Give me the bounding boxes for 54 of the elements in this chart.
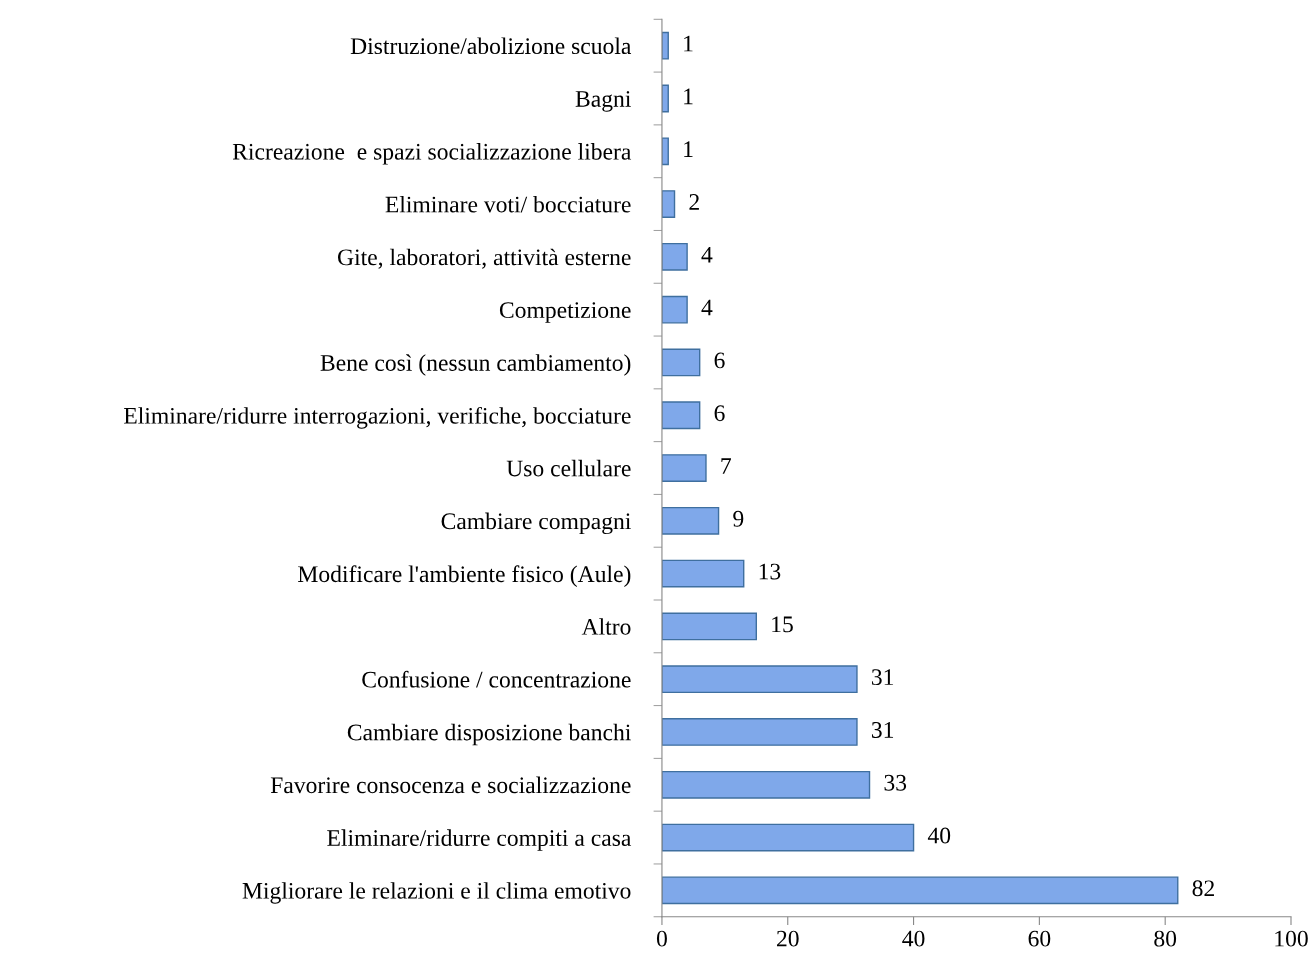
data-label: 9 [733,510,744,527]
x-tick-label: 40 [902,930,925,947]
data-label: 1 [684,141,693,157]
bar [661,823,915,852]
bar [661,612,758,641]
data-label: 1 [684,35,693,52]
y-tick-label: Ricreazione e spazi socializzazione libera [232,143,632,165]
data-label: 6 [714,405,725,422]
data-label: 15 [772,616,793,633]
y-tick-label: Uso cellulare [506,459,631,477]
bar [661,770,871,799]
data-label: 4 [701,299,713,316]
y-tick-label: Confusione / concentrazione [362,670,631,688]
x-tick-label: 80 [1154,930,1177,947]
bar [661,348,701,377]
data-label: 6 [714,352,725,369]
x-tick-label: 0 [656,930,667,947]
x-tick-label: 20 [776,930,799,947]
bar [661,506,720,535]
y-tick-label: Eliminare/ridurre interrogazioni, verifiche, bocciature [124,406,631,429]
y-tick-label: Gite, laboratori, attività esterne [337,248,631,269]
data-label: 82 [1192,880,1214,897]
data-label: 1 [684,88,693,105]
data-label: 7 [721,458,731,474]
data-label: 13 [759,563,781,580]
bar [661,665,858,694]
data-label: 40 [927,827,951,844]
bar [661,559,745,588]
data-label: 4 [701,247,713,263]
y-tick-label: Cambiare compagni [441,512,631,535]
data-label: 2 [689,194,699,210]
y-tick-label: Bene così (nessun cambiamento) [320,354,631,376]
y-tick-label: Competizione [499,302,631,323]
y-tick-label: Cambiare disposizione banchi [347,723,631,746]
y-tick-label: Distruzione/abolizione scuola [350,37,632,55]
bar [661,718,858,746]
y-tick-label: Modificare l'ambiente fisico (Aule) [298,565,631,587]
y-tick-label: Bagni [575,91,631,112]
bar [661,190,676,218]
y-tick-label: Eliminare voti/ bocciature [385,195,631,213]
bar [661,401,701,430]
bar [661,242,688,271]
bar [661,454,707,482]
y-tick-label: Migliorare le relazioni e il clima emotivo [242,882,631,904]
x-tick-label: 60 [1028,930,1051,947]
data-label: 31 [871,669,894,686]
bar [661,876,1179,905]
y-tick-label: Altro [581,618,631,635]
data-label: 33 [884,774,907,791]
y-tick-label: Favorire consocenza e socializzazione [270,776,631,794]
x-tick-label: 100 [1275,930,1308,947]
data-label: 31 [871,722,894,738]
bar [661,295,688,324]
y-tick-label: Eliminare/ridurre compiti a casa [327,829,632,851]
